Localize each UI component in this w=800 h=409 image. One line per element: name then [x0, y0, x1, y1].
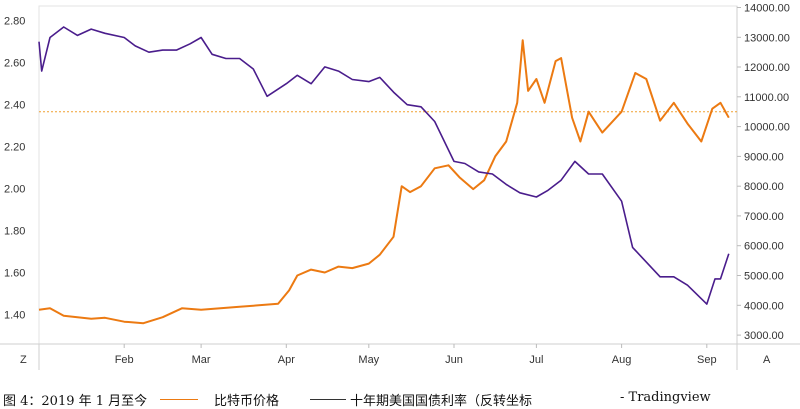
left-tick-label: 1.80	[4, 226, 25, 238]
left-tick-label: 2.80	[4, 16, 25, 28]
chart: 1.40 1.60 1.80 2.00 2.20 2.40 2.60 2.80 3000.00…	[0, 3, 800, 370]
left-tick-label: 1.60	[4, 268, 25, 280]
right-tick-label: 10000.00	[744, 122, 790, 134]
left-tick-label: 2.00	[4, 184, 25, 196]
right-tick-label: 7000.00	[744, 211, 784, 223]
left-tick-label: 2.40	[4, 100, 25, 112]
right-tick-label: 9000.00	[744, 151, 784, 163]
x-tick-label: Jul	[529, 354, 543, 366]
right-tick-label: 5000.00	[744, 271, 784, 283]
bitcoin-price-line	[38, 39, 730, 325]
x-tick-label: May	[358, 354, 379, 366]
x-axis-ticks: Feb Mar Apr May Jun Jul Aug Sep	[115, 344, 717, 366]
right-tick-label: 12000.00	[744, 62, 790, 74]
right-tick-label: 8000.00	[744, 181, 784, 193]
legend-label-treasury: 十年期美国国债利率（反转坐标	[350, 394, 533, 409]
x-tick-label: Feb	[115, 354, 134, 366]
legend-label-bitcoin: 比特币价格	[214, 394, 280, 409]
x-tick-label: Sep	[697, 354, 717, 366]
left-axis-ticks: 1.40 1.60 1.80 2.00 2.20 2.40 2.60 2.80	[4, 16, 25, 322]
legend-swatch-bitcoin	[160, 399, 198, 400]
right-tick-label: 3000.00	[744, 330, 784, 342]
right-tick-label: 14000.00	[744, 3, 790, 15]
x-axis-left-corner-label: Z	[20, 354, 27, 366]
treasury-yield-line	[38, 26, 730, 305]
right-tick-label: 13000.00	[744, 32, 790, 44]
right-tick-label: 4000.00	[744, 300, 784, 312]
left-tick-label: 1.40	[4, 310, 25, 322]
right-tick-label: 11000.00	[744, 92, 789, 104]
x-tick-label: Jun	[445, 354, 463, 366]
caption-source: - Tradingview	[620, 390, 711, 405]
x-tick-label: Aug	[612, 354, 632, 366]
x-axis-right-corner-label: A	[763, 354, 771, 366]
caption-prefix: 图 4：2019 年 1 月至今	[3, 394, 148, 409]
plot-frame	[38, 5, 738, 345]
legend-swatch-treasury	[310, 399, 346, 400]
figure-caption: 图 4：2019 年 1 月至今 比特币价格 十年期美国国债利率（反转坐标 - …	[0, 386, 800, 409]
left-tick-label: 2.20	[4, 142, 25, 154]
right-tick-label: 6000.00	[744, 241, 784, 253]
x-tick-label: Mar	[192, 354, 211, 366]
left-tick-label: 2.60	[4, 58, 25, 70]
x-tick-label: Apr	[278, 354, 295, 366]
right-axis-ticks: 3000.00 4000.00 5000.00 6000.00 7000.00 8000.…	[737, 3, 790, 342]
